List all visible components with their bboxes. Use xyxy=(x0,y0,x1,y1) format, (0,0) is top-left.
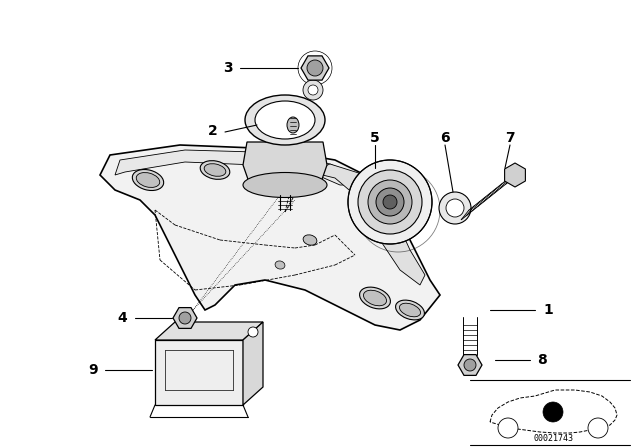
Text: 1: 1 xyxy=(543,303,553,317)
Circle shape xyxy=(383,195,397,209)
Ellipse shape xyxy=(364,290,387,306)
Polygon shape xyxy=(100,145,440,330)
Circle shape xyxy=(179,312,191,324)
Text: 2: 2 xyxy=(208,124,218,138)
Polygon shape xyxy=(458,355,482,375)
Circle shape xyxy=(368,180,412,224)
Polygon shape xyxy=(115,150,360,185)
Ellipse shape xyxy=(204,164,226,177)
Polygon shape xyxy=(243,142,327,195)
Ellipse shape xyxy=(303,235,317,245)
Circle shape xyxy=(248,327,258,337)
Text: 9: 9 xyxy=(88,363,98,377)
Circle shape xyxy=(303,80,323,100)
Ellipse shape xyxy=(287,117,299,133)
Polygon shape xyxy=(301,56,329,80)
Ellipse shape xyxy=(262,167,288,183)
Circle shape xyxy=(376,188,404,216)
Ellipse shape xyxy=(245,95,325,145)
Ellipse shape xyxy=(360,287,390,309)
Ellipse shape xyxy=(255,101,315,139)
Ellipse shape xyxy=(399,303,420,317)
Ellipse shape xyxy=(136,172,160,187)
Circle shape xyxy=(439,192,471,224)
Ellipse shape xyxy=(132,169,164,190)
Circle shape xyxy=(464,359,476,371)
Circle shape xyxy=(307,60,323,76)
Polygon shape xyxy=(310,164,425,285)
Polygon shape xyxy=(243,322,263,405)
Ellipse shape xyxy=(243,172,327,198)
Text: 5: 5 xyxy=(370,131,380,145)
Text: 8: 8 xyxy=(537,353,547,367)
Polygon shape xyxy=(490,390,617,433)
Circle shape xyxy=(358,170,422,234)
Ellipse shape xyxy=(200,161,230,179)
Ellipse shape xyxy=(266,169,284,181)
Text: 4: 4 xyxy=(117,311,127,325)
Polygon shape xyxy=(155,322,263,340)
Circle shape xyxy=(588,418,608,438)
Polygon shape xyxy=(504,163,525,187)
Circle shape xyxy=(348,160,432,244)
Circle shape xyxy=(446,199,464,217)
Circle shape xyxy=(498,418,518,438)
Text: 3: 3 xyxy=(223,61,233,75)
Text: 7: 7 xyxy=(505,131,515,145)
Circle shape xyxy=(308,85,318,95)
Text: 00021743: 00021743 xyxy=(533,434,573,443)
Circle shape xyxy=(543,402,563,422)
Polygon shape xyxy=(155,340,243,405)
Ellipse shape xyxy=(275,261,285,269)
Polygon shape xyxy=(173,308,197,328)
Text: 6: 6 xyxy=(440,131,450,145)
Ellipse shape xyxy=(396,300,424,320)
